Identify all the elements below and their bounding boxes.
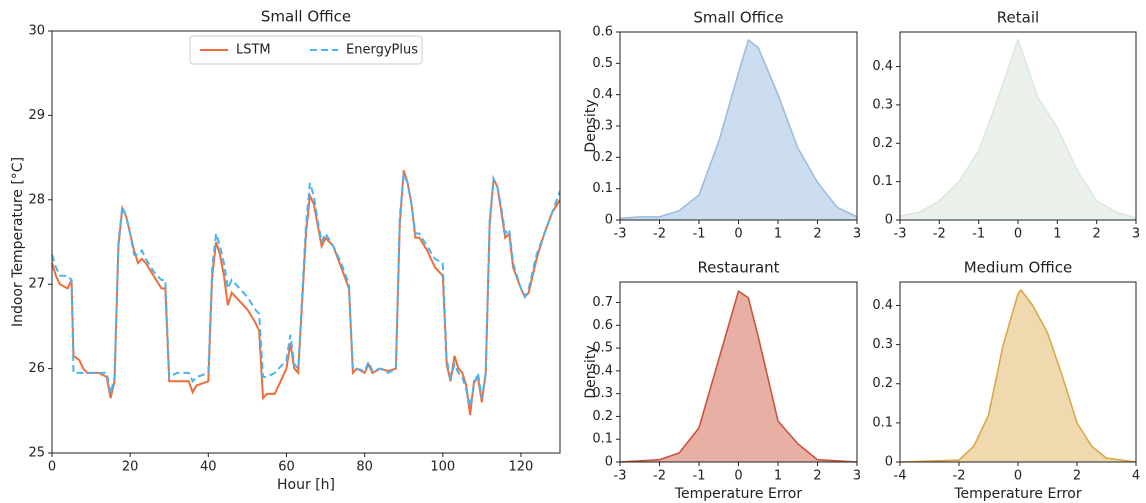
y-tick-label: 0.1: [592, 181, 613, 196]
x-axis-label: Hour [h]: [277, 477, 335, 493]
y-tick-label: 0.2: [592, 150, 613, 165]
y-tick-label: 0.6: [592, 318, 613, 333]
y-tick-label: 29: [28, 108, 45, 123]
x-tick-label: 2: [813, 227, 821, 242]
y-tick-label: 0.6: [592, 25, 613, 40]
line: [51, 169, 561, 416]
x-tick-label: 1: [774, 469, 782, 484]
y-tick-label: 0.3: [592, 386, 613, 401]
x-tick-label: 2: [1093, 227, 1101, 242]
y-tick-label: 28: [28, 192, 45, 207]
x-tick-label: 3: [1132, 227, 1140, 242]
x-tick-label: -1: [693, 227, 706, 242]
x-tick-label: 0: [1014, 227, 1022, 242]
y-tick-label: 0.4: [872, 298, 893, 313]
x-tick-label: 120: [509, 460, 534, 475]
x-tick-label: -1: [972, 227, 985, 242]
x-tick-label: 3: [853, 227, 861, 242]
chart-title: Restaurant: [697, 259, 779, 277]
area-fill: [620, 291, 857, 462]
area-fill: [620, 39, 857, 220]
x-tick-label: -2: [653, 227, 666, 242]
density-line: [619, 39, 858, 220]
axes-frame: [51, 30, 561, 454]
x-tick-label: 4: [1132, 469, 1140, 484]
x-tick-label: -2: [953, 469, 966, 484]
axes-frame: [899, 281, 1137, 463]
y-tick-label: 0.2: [592, 409, 613, 424]
x-tick-label: 80: [356, 460, 373, 475]
density-line: [619, 290, 858, 463]
x-tick-label: -2: [653, 469, 666, 484]
area-fill: [900, 289, 1136, 462]
y-tick-label: 0.1: [872, 415, 893, 430]
y-tick-label: 0.3: [872, 337, 893, 352]
x-tick-label: -4: [894, 469, 907, 484]
line: [51, 170, 561, 407]
x-tick-label: 3: [853, 469, 861, 484]
density-line: [899, 38, 1137, 219]
x-tick-label: -3: [894, 227, 907, 242]
y-tick-label: 0.5: [592, 56, 613, 71]
y-tick-label: 25: [28, 446, 45, 461]
x-tick-label: 1: [1053, 227, 1061, 242]
y-axis-label: Density: [583, 345, 599, 398]
x-tick-label: 2: [813, 469, 821, 484]
y-tick-label: 0.1: [592, 432, 613, 447]
y-tick-label: 26: [28, 361, 45, 376]
x-tick-label: 2: [1073, 469, 1081, 484]
y-tick-label: 0.3: [872, 97, 893, 112]
y-tick-label: 0: [605, 455, 613, 470]
x-tick-label: 0: [734, 469, 742, 484]
chart-title: Retail: [997, 9, 1039, 27]
legend-box: [189, 35, 423, 65]
y-tick-label: 30: [28, 24, 45, 39]
x-tick-label: 0: [734, 227, 742, 242]
legend-label: EnergyPlus: [346, 43, 418, 58]
chart-title: Medium Office: [964, 259, 1073, 277]
x-axis-label: Temperature Error: [674, 486, 803, 502]
x-tick-label: 100: [430, 460, 455, 475]
legend-label: LSTM: [236, 43, 271, 58]
x-tick-label: 40: [200, 460, 217, 475]
x-tick-label: -3: [614, 469, 627, 484]
x-tick-label: 1: [774, 227, 782, 242]
axes-frame: [619, 31, 858, 221]
y-tick-label: 0.7: [592, 295, 613, 310]
y-tick-label: 0: [605, 213, 613, 228]
y-tick-label: 0.2: [872, 376, 893, 391]
axes-frame: [619, 281, 858, 463]
x-tick-label: 0: [1014, 469, 1022, 484]
x-tick-label: -3: [614, 227, 627, 242]
y-tick-label: 0.4: [592, 87, 613, 102]
area-fill: [900, 39, 1136, 220]
x-tick-label: 60: [278, 460, 295, 475]
y-axis-label: Indoor Temperature [°C]: [10, 157, 26, 327]
y-tick-label: 0: [885, 213, 893, 228]
density-line: [899, 289, 1137, 463]
y-axis-label: Density: [583, 99, 599, 152]
x-tick-label: 20: [122, 460, 139, 475]
chart-title: Small Office: [693, 9, 783, 27]
y-tick-label: 0: [885, 455, 893, 470]
y-tick-label: 0.2: [872, 136, 893, 151]
x-axis-label: Temperature Error: [953, 486, 1082, 502]
x-tick-label: -2: [933, 227, 946, 242]
x-tick-label: -1: [693, 469, 706, 484]
y-tick-label: 27: [28, 277, 45, 292]
x-tick-label: 0: [48, 460, 56, 475]
y-tick-label: 0.4: [872, 59, 893, 74]
chart-title: Small Office: [261, 8, 351, 26]
y-tick-label: 0.5: [592, 341, 613, 356]
y-tick-label: 0.3: [592, 119, 613, 134]
y-tick-label: 0.4: [592, 363, 613, 378]
y-tick-label: 0.1: [872, 174, 893, 189]
axes-frame: [899, 31, 1137, 221]
